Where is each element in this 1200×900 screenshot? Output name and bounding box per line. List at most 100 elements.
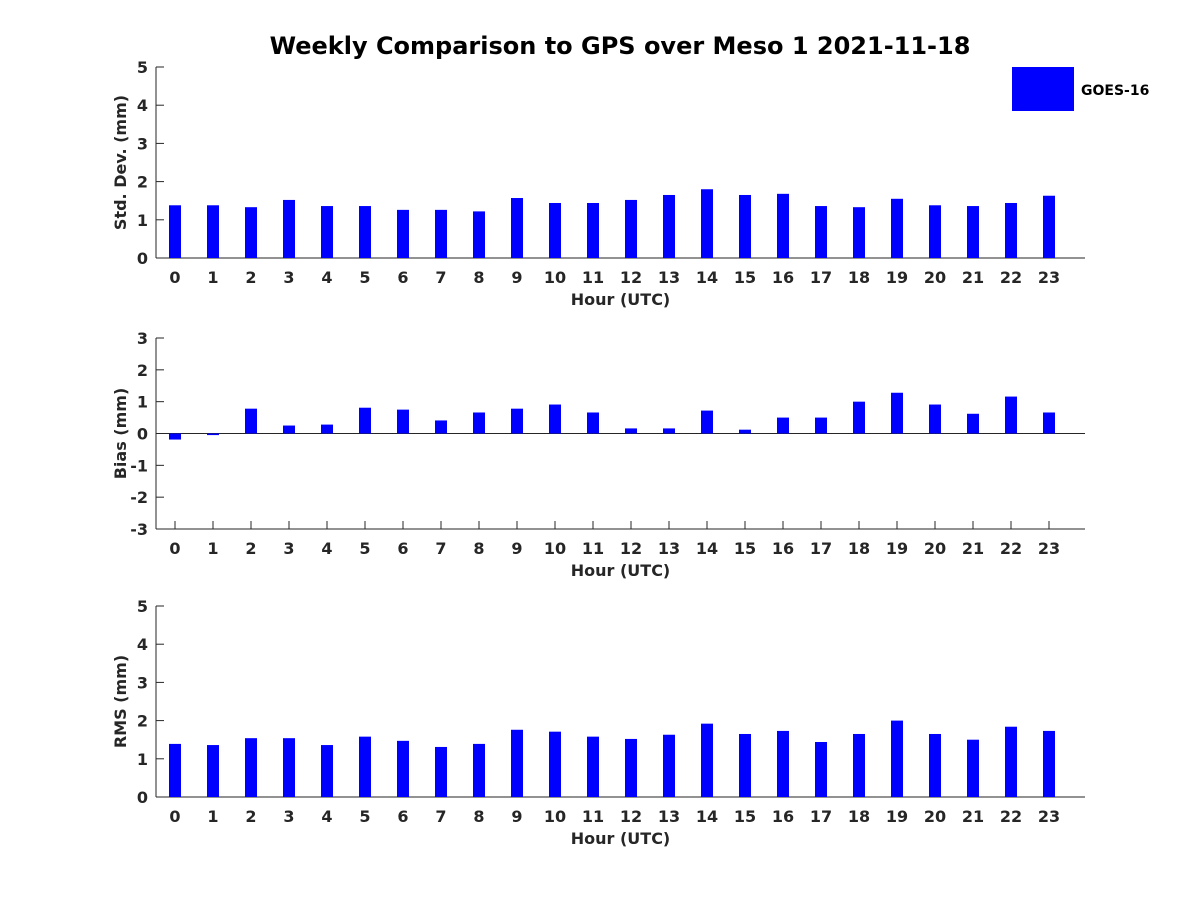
bar-hour-5 <box>359 736 371 797</box>
bar-hour-13 <box>663 428 675 434</box>
x-tick-label: 12 <box>620 539 642 558</box>
x-tick-label: 3 <box>283 807 294 826</box>
bar-hour-21 <box>967 413 979 434</box>
x-tick-label: 6 <box>397 268 408 287</box>
bar-hour-12 <box>625 738 637 797</box>
x-tick-label: 14 <box>696 268 718 287</box>
x-tick-label: 20 <box>924 539 946 558</box>
bar-hour-1 <box>207 433 219 436</box>
y-tick-label: 1 <box>137 750 148 769</box>
x-tick-label: 18 <box>848 807 870 826</box>
y-tick-label: 3 <box>137 329 148 348</box>
x-tick-label: 6 <box>397 807 408 826</box>
bar-hour-8 <box>473 743 485 797</box>
y-axis-label: Bias (mm) <box>111 388 130 480</box>
x-tick-label: 11 <box>582 539 604 558</box>
x-tick-label: 6 <box>397 539 408 558</box>
bar-hour-19 <box>891 720 903 797</box>
x-tick-label: 11 <box>582 268 604 287</box>
bar-hour-20 <box>929 733 941 797</box>
bar-hour-14 <box>701 723 713 797</box>
bar-hour-15 <box>739 194 751 258</box>
x-axis-label: Hour (UTC) <box>571 561 671 580</box>
y-tick-label: 0 <box>137 249 148 268</box>
x-tick-label: 17 <box>810 268 832 287</box>
bar-hour-6 <box>397 740 409 797</box>
y-tick-label: -2 <box>130 488 148 507</box>
x-tick-label: 23 <box>1038 807 1060 826</box>
bar-hour-23 <box>1043 195 1055 258</box>
bar-hour-2 <box>245 207 257 258</box>
x-tick-label: 13 <box>658 807 680 826</box>
bar-hour-16 <box>777 193 789 258</box>
y-tick-label: 2 <box>137 173 148 192</box>
bar-hour-18 <box>853 733 865 797</box>
bar-hour-7 <box>435 209 447 258</box>
x-tick-label: 4 <box>321 807 332 826</box>
x-tick-label: 4 <box>321 268 332 287</box>
y-tick-label: 0 <box>137 788 148 807</box>
x-tick-label: 16 <box>772 807 794 826</box>
bar-hour-8 <box>473 412 485 434</box>
x-tick-label: 10 <box>544 268 566 287</box>
x-tick-label: 18 <box>848 539 870 558</box>
bar-hour-20 <box>929 205 941 258</box>
y-tick-label: 0 <box>137 425 148 444</box>
bar-hour-19 <box>891 392 903 434</box>
bar-hour-1 <box>207 745 219 797</box>
bar-hour-16 <box>777 730 789 797</box>
x-tick-label: 15 <box>734 807 756 826</box>
x-tick-label: 5 <box>359 539 370 558</box>
x-tick-label: 15 <box>734 539 756 558</box>
bar-hour-6 <box>397 409 409 434</box>
chart-title: Weekly Comparison to GPS over Meso 1 202… <box>270 32 971 60</box>
x-tick-label: 19 <box>886 807 908 826</box>
bar-hour-12 <box>625 428 637 434</box>
x-tick-label: 3 <box>283 539 294 558</box>
y-tick-label: -1 <box>130 456 148 475</box>
bar-hour-0 <box>169 433 181 440</box>
x-tick-label: 20 <box>924 268 946 287</box>
bar-hour-14 <box>701 189 713 258</box>
x-tick-label: 2 <box>245 807 256 826</box>
bar-hour-17 <box>815 206 827 258</box>
bar-hour-11 <box>587 202 599 258</box>
x-tick-label: 2 <box>245 268 256 287</box>
x-tick-label: 8 <box>473 807 484 826</box>
bar-hour-10 <box>549 202 561 258</box>
bar-hour-17 <box>815 417 827 434</box>
bar-hour-23 <box>1043 412 1055 434</box>
legend-swatch <box>1012 67 1074 111</box>
x-tick-label: 23 <box>1038 268 1060 287</box>
bar-hour-4 <box>321 424 333 434</box>
x-tick-label: 16 <box>772 268 794 287</box>
bar-hour-7 <box>435 746 447 797</box>
x-tick-label: 8 <box>473 539 484 558</box>
x-axis-label: Hour (UTC) <box>571 829 671 848</box>
bar-hour-9 <box>511 198 523 258</box>
x-tick-label: 1 <box>207 268 218 287</box>
bar-hour-12 <box>625 199 637 258</box>
bar-hour-11 <box>587 412 599 434</box>
x-tick-label: 5 <box>359 807 370 826</box>
bar-hour-10 <box>549 404 561 434</box>
y-axis-label: RMS (mm) <box>111 655 130 748</box>
x-axis-label: Hour (UTC) <box>571 290 671 309</box>
x-tick-label: 21 <box>962 807 984 826</box>
bar-hour-15 <box>739 733 751 797</box>
x-tick-label: 9 <box>511 807 522 826</box>
x-tick-label: 14 <box>696 807 718 826</box>
y-tick-label: 5 <box>137 58 148 77</box>
bar-hour-4 <box>321 206 333 258</box>
x-tick-label: 1 <box>207 539 218 558</box>
x-tick-label: 1 <box>207 807 218 826</box>
y-tick-label: 1 <box>137 211 148 230</box>
x-tick-label: 19 <box>886 268 908 287</box>
x-tick-label: 0 <box>169 268 180 287</box>
bar-hour-18 <box>853 401 865 434</box>
bar-hour-22 <box>1005 396 1017 434</box>
bar-hour-21 <box>967 206 979 258</box>
x-tick-label: 21 <box>962 268 984 287</box>
